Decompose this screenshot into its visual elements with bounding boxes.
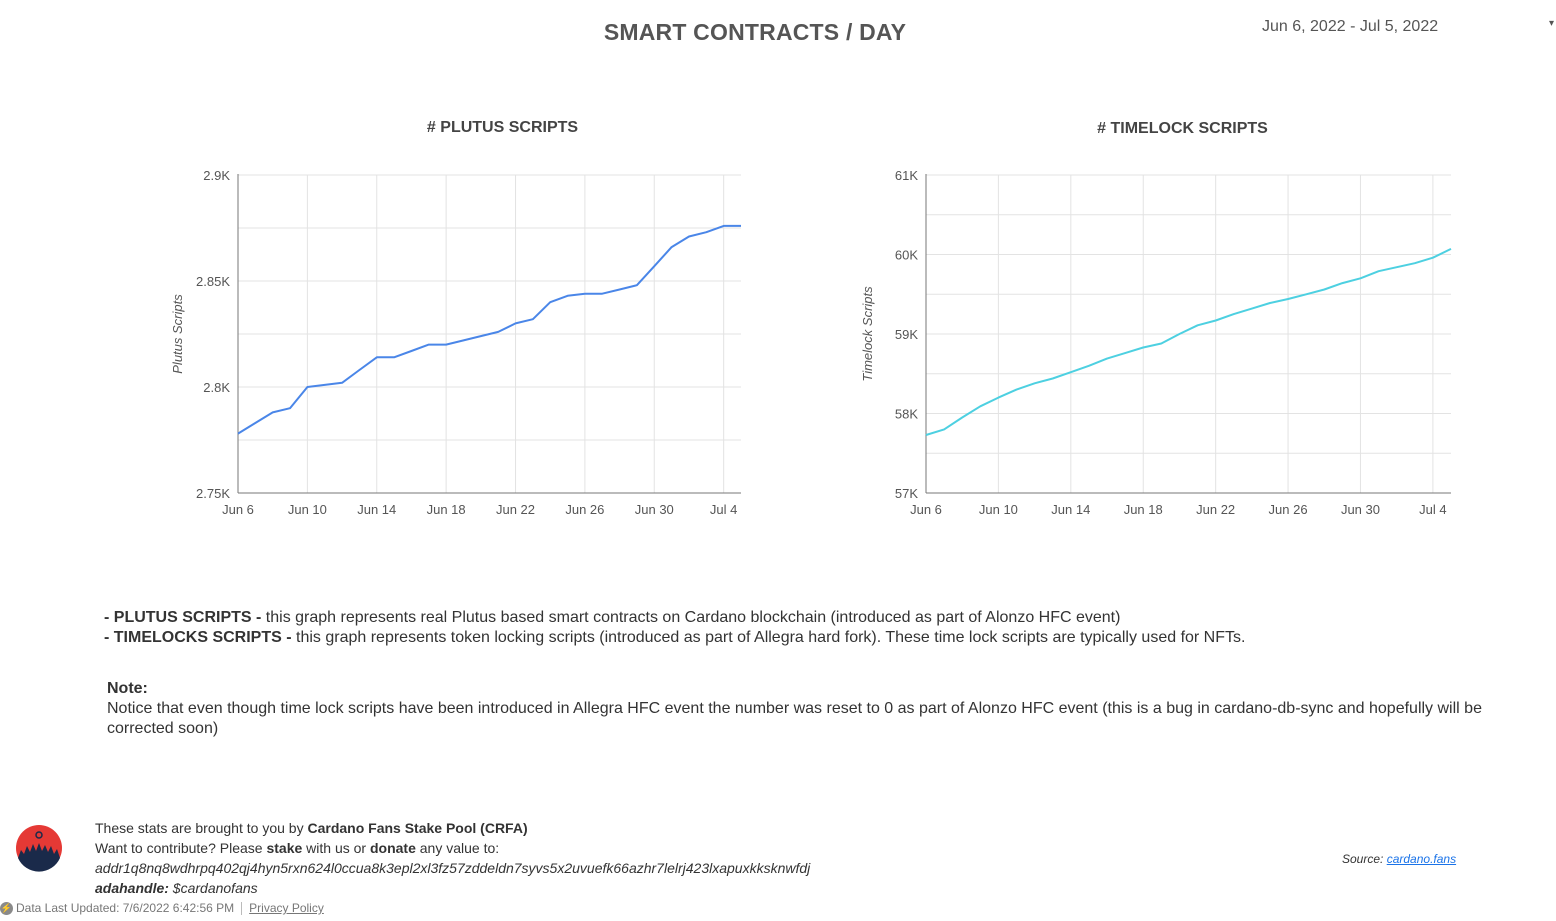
x-tick-label: Jun 6	[910, 502, 942, 517]
source: Source: cardano.fans	[1342, 852, 1457, 866]
timelock-description-label: - TIMELOCKS SCRIPTS -	[104, 629, 292, 646]
y-axis-label: Plutus Scripts	[170, 294, 185, 374]
x-tick-label: Jun 30	[635, 502, 674, 517]
note-label: Note:	[107, 680, 148, 697]
data-last-updated: ⚡ Data Last Updated: 7/6/2022 6:42:56 PM…	[0, 901, 324, 915]
plutus-description: - PLUTUS SCRIPTS - this graph represents…	[104, 608, 1120, 628]
privacy-policy-link[interactable]: Privacy Policy	[249, 901, 324, 915]
timelock-description-text: this graph represents token locking scri…	[291, 629, 1246, 646]
x-tick-label: Jun 22	[1196, 502, 1235, 517]
x-tick-label: Jun 22	[496, 502, 535, 517]
cardano-fans-logo[interactable]	[15, 824, 63, 872]
y-tick-label: 59K	[895, 327, 918, 342]
plutus-description-text: this graph represents real Plutus based …	[261, 609, 1121, 626]
timelock-description: - TIMELOCKS SCRIPTS - this graph represe…	[104, 628, 1245, 648]
y-tick-label: 57K	[895, 486, 918, 501]
plutus-scripts-chart: 2.75K 2.8K 2.85K 2.9K Jun 6 Jun 10 Jun 14 Jun 1…	[170, 168, 741, 517]
series-line	[925, 248, 1452, 436]
x-tick-label: Jun 26	[565, 502, 604, 517]
page-title: SMART CONTRACTS / DAY	[603, 19, 907, 45]
lightning-icon: ⚡	[0, 901, 13, 915]
x-tick-label: Jul 4	[1419, 502, 1446, 517]
x-tick-label: Jun 30	[1341, 502, 1380, 517]
timelock-scripts-chart: 57K 58K 59K 60K 61K Jun 6 Jun 10 Jun 14 Jun 18 Ju…	[860, 168, 1452, 517]
chart-title-plutus: # PLUTUS SCRIPTS	[426, 119, 579, 136]
chevron-down-icon[interactable]: ▾	[1549, 18, 1555, 29]
x-tick-label: Jun 26	[1269, 502, 1308, 517]
plutus-description-label: - PLUTUS SCRIPTS -	[104, 609, 262, 626]
donation-address: addr1q8nq8wdhrpq402qj4hyn5rxn624l0ccua8k…	[95, 860, 811, 876]
y-tick-label: 2.75K	[196, 486, 230, 501]
x-tick-label: Jun 18	[1124, 502, 1163, 517]
x-tick-label: Jun 10	[979, 502, 1018, 517]
y-tick-label: 61K	[895, 168, 918, 183]
x-tick-label: Jun 18	[427, 502, 466, 517]
y-tick-label: 2.8K	[203, 380, 230, 395]
y-tick-label: 2.85K	[196, 274, 230, 289]
source-link[interactable]: cardano.fans	[1386, 852, 1457, 866]
y-tick-label: 2.9K	[203, 168, 230, 183]
footer-line-credits: These stats are brought to you by Cardan…	[95, 820, 528, 836]
y-tick-label: 60K	[895, 248, 918, 263]
footer-line-contribute: Want to contribute? Please stake with us…	[95, 840, 500, 856]
y-tick-label: 58K	[895, 407, 918, 422]
chart-title-timelock: # TIMELOCK SCRIPTS	[1097, 120, 1268, 137]
adahandle: adahandle: $cardanofans	[95, 880, 258, 896]
x-tick-label: Jul 4	[710, 502, 737, 517]
x-tick-label: Jun 14	[1051, 502, 1090, 517]
x-tick-label: Jun 10	[288, 502, 327, 517]
x-tick-label: Jun 6	[222, 502, 254, 517]
footer-text: These stats are brought to you by Cardan…	[95, 818, 810, 898]
x-tick-label: Jun 14	[357, 502, 396, 517]
y-axis-label: Timelock Scripts	[860, 286, 875, 382]
date-range-control[interactable]: Jun 6, 2022 - Jul 5, 2022	[1262, 18, 1439, 35]
series-line	[237, 224, 741, 435]
note-text: Notice that even though time lock script…	[107, 700, 1482, 737]
